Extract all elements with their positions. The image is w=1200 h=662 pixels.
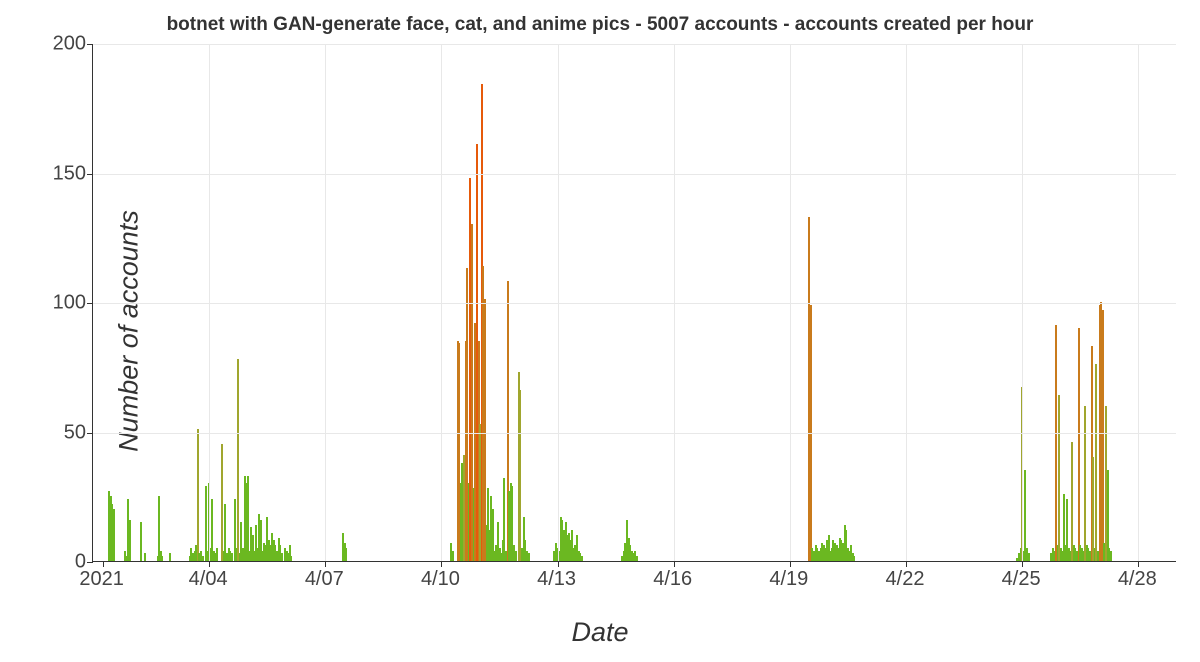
- gridline-v: [441, 44, 442, 561]
- ytick-label: 0: [26, 551, 86, 574]
- xtick-mark: [1138, 561, 1139, 567]
- bar: [231, 553, 233, 561]
- bar: [202, 556, 204, 561]
- ytick-label: 100: [26, 292, 86, 315]
- xtick-label: 4/25: [1002, 568, 1041, 591]
- bar: [140, 522, 142, 561]
- bar: [290, 556, 292, 561]
- xtick-label: 4/04: [189, 568, 228, 591]
- xtick-label: 4/19: [769, 568, 808, 591]
- bar: [169, 553, 171, 561]
- xtick-mark: [790, 561, 791, 567]
- bar: [636, 556, 638, 561]
- gridline-h: [93, 433, 1176, 434]
- ytick-mark: [87, 174, 93, 175]
- bar: [281, 553, 283, 561]
- xtick-label: 4/13: [537, 568, 576, 591]
- chart-container: botnet with GAN-generate face, cat, and …: [0, 0, 1200, 662]
- bar: [197, 429, 199, 561]
- ytick-mark: [87, 562, 93, 563]
- ytick-label: 200: [26, 33, 86, 56]
- gridline-v: [1138, 44, 1139, 561]
- xtick-mark: [558, 561, 559, 567]
- gridline-v: [1022, 44, 1023, 561]
- bar: [1028, 553, 1030, 561]
- bar: [503, 478, 505, 561]
- bar: [1095, 364, 1097, 561]
- bar: [484, 299, 486, 561]
- xtick-mark: [674, 561, 675, 567]
- gridline-v: [558, 44, 559, 561]
- gridline-v: [325, 44, 326, 561]
- xtick-mark: [325, 561, 326, 567]
- bar: [345, 548, 347, 561]
- bar: [452, 551, 454, 561]
- gridline-h: [93, 174, 1176, 175]
- gridline-v: [790, 44, 791, 561]
- gridline-h: [93, 303, 1176, 304]
- x-axis-label: Date: [0, 617, 1200, 648]
- bar: [113, 509, 115, 561]
- bar: [1084, 406, 1086, 561]
- bar: [161, 556, 163, 561]
- bar: [1102, 310, 1104, 561]
- bar: [1110, 551, 1112, 561]
- ytick-label: 50: [26, 421, 86, 444]
- bar: [519, 390, 521, 561]
- xtick-mark: [1022, 561, 1023, 567]
- bar: [221, 444, 223, 561]
- chart-title: botnet with GAN-generate face, cat, and …: [0, 14, 1200, 36]
- plot-area: [92, 44, 1176, 562]
- ytick-mark: [87, 303, 93, 304]
- bar: [528, 553, 530, 561]
- bar: [1092, 457, 1094, 561]
- xtick-mark: [209, 561, 210, 567]
- gridline-h: [93, 44, 1176, 45]
- bar: [247, 476, 249, 561]
- bar: [129, 520, 131, 561]
- gridline-v: [674, 44, 675, 561]
- ytick-mark: [87, 44, 93, 45]
- bar: [237, 359, 239, 561]
- gridline-v: [906, 44, 907, 561]
- xtick-mark: [906, 561, 907, 567]
- xtick-label: 4/16: [653, 568, 692, 591]
- bar: [1055, 325, 1057, 561]
- bar: [581, 556, 583, 561]
- ytick-label: 150: [26, 162, 86, 185]
- xtick-label: 4/07: [305, 568, 344, 591]
- ytick-mark: [87, 433, 93, 434]
- bar: [144, 553, 146, 561]
- xtick-label: 4/22: [886, 568, 925, 591]
- bar: [1078, 328, 1080, 561]
- gridline-v: [209, 44, 210, 561]
- bar: [216, 548, 218, 561]
- bar: [515, 551, 517, 561]
- xtick-mark: [441, 561, 442, 567]
- xtick-label: 2021: [79, 568, 124, 591]
- bar: [1071, 442, 1073, 561]
- xtick-mark: [103, 561, 104, 567]
- xtick-label: 4/10: [421, 568, 460, 591]
- xtick-label: 4/28: [1118, 568, 1157, 591]
- bar: [1058, 395, 1060, 561]
- bar: [853, 556, 855, 561]
